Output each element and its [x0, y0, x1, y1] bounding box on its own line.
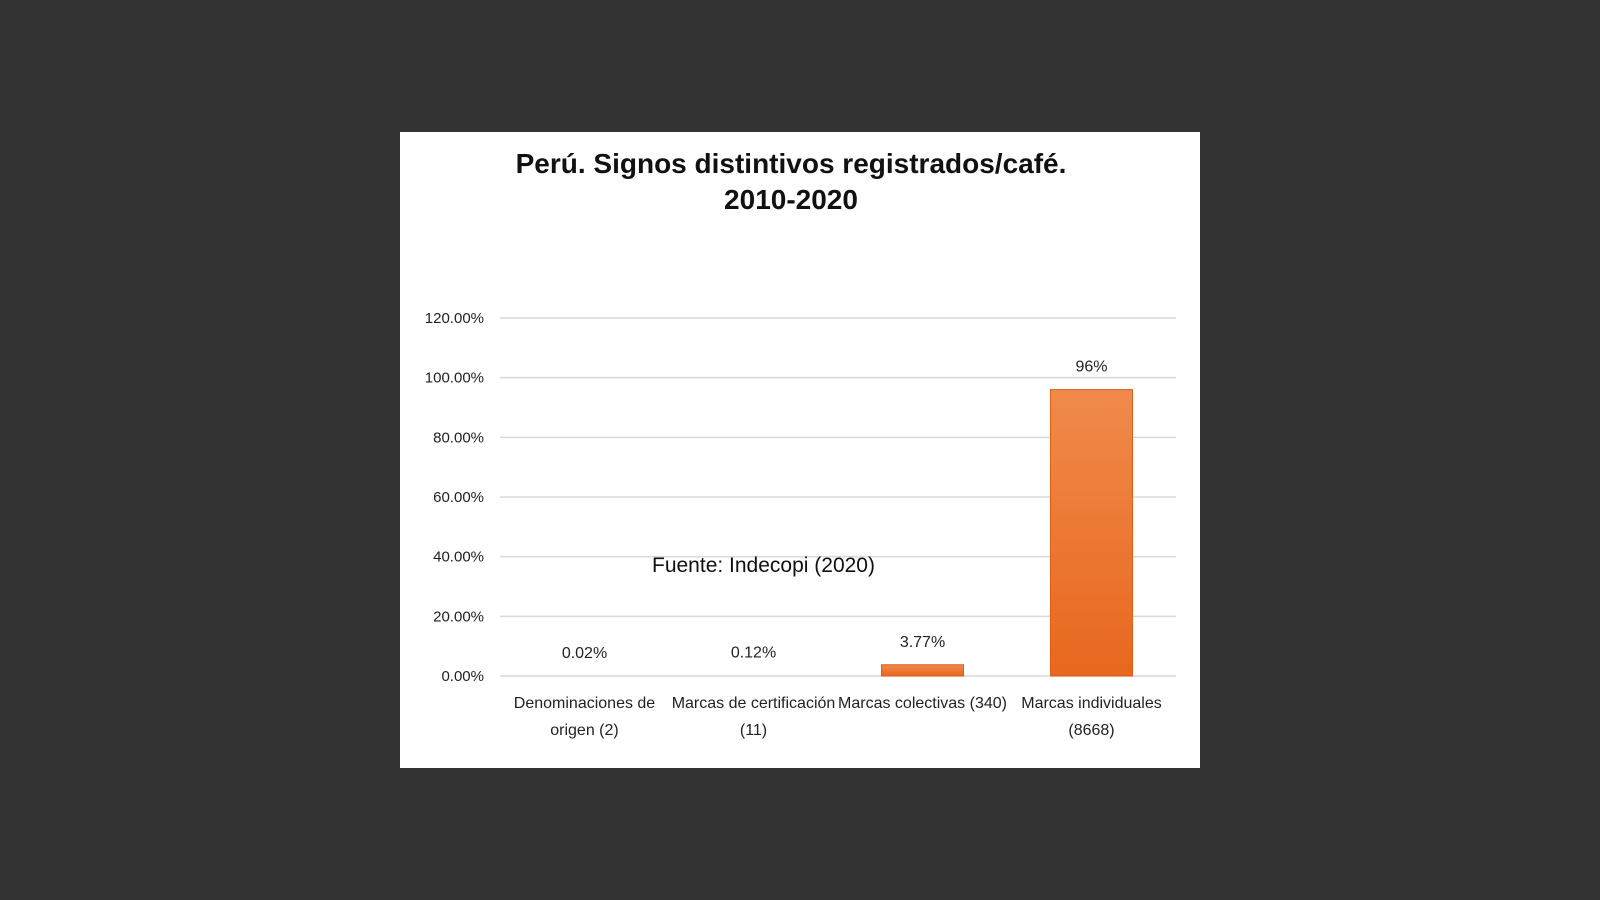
- chart-title: Perú. Signos distintivos registrados/caf…: [400, 146, 1182, 218]
- x-category-label-line: (8668): [1068, 722, 1114, 739]
- bars: [881, 389, 1133, 677]
- x-category-label-line: (11): [740, 722, 767, 739]
- x-category-label-line: Marcas colectivas (340): [838, 695, 1007, 712]
- x-category-label-line: Marcas de certificación: [672, 695, 836, 712]
- x-category-label-line: origen (2): [550, 722, 618, 739]
- y-tick-label: 60.00%: [433, 489, 484, 506]
- x-category-label: Marcas individuales (8668): [1021, 695, 1162, 739]
- data-label: 0.02%: [562, 645, 607, 662]
- chart-title-line-2: 2010-2020: [724, 184, 858, 215]
- chart-title-line-1: Perú. Signos distintivos registrados/caf…: [515, 148, 1067, 179]
- chart-slide: Perú. Signos distintivos registrados/caf…: [400, 132, 1200, 768]
- bar: [881, 664, 964, 677]
- x-category-label: Denominaciones de origen (2): [514, 695, 656, 739]
- bar: [1050, 389, 1133, 677]
- y-tick-label: 20.00%: [433, 608, 484, 625]
- x-category-label-line: Marcas individuales: [1021, 695, 1162, 712]
- data-labels: 0.02% 0.12% 3.77% 96%: [562, 359, 1108, 662]
- y-tick-label: 0.00%: [441, 668, 484, 685]
- data-label: 3.77%: [900, 634, 945, 651]
- data-label: 0.12%: [731, 645, 776, 662]
- y-axis-ticks: 0.00% 20.00% 40.00% 60.00% 80.00% 100.00% 120.…: [425, 310, 484, 685]
- x-category-label: Marcas de certificación (11): [672, 695, 836, 739]
- bar-chart: 0.00% 20.00% 40.00% 60.00% 80.00% 100.00% 120.…: [425, 310, 1176, 739]
- source-note: Fuente: Indecopi (2020): [652, 554, 875, 577]
- y-tick-label: 120.00%: [425, 310, 484, 327]
- x-axis-categories: Denominaciones de origen (2) Marcas de cer…: [514, 695, 1162, 739]
- x-category-label: Marcas colectivas (340): [838, 695, 1007, 712]
- y-tick-label: 40.00%: [433, 549, 484, 566]
- x-category-label-line: Denominaciones de: [514, 695, 656, 712]
- y-tick-label: 80.00%: [433, 429, 484, 446]
- data-label: 96%: [1075, 359, 1107, 376]
- y-tick-label: 100.00%: [425, 370, 484, 387]
